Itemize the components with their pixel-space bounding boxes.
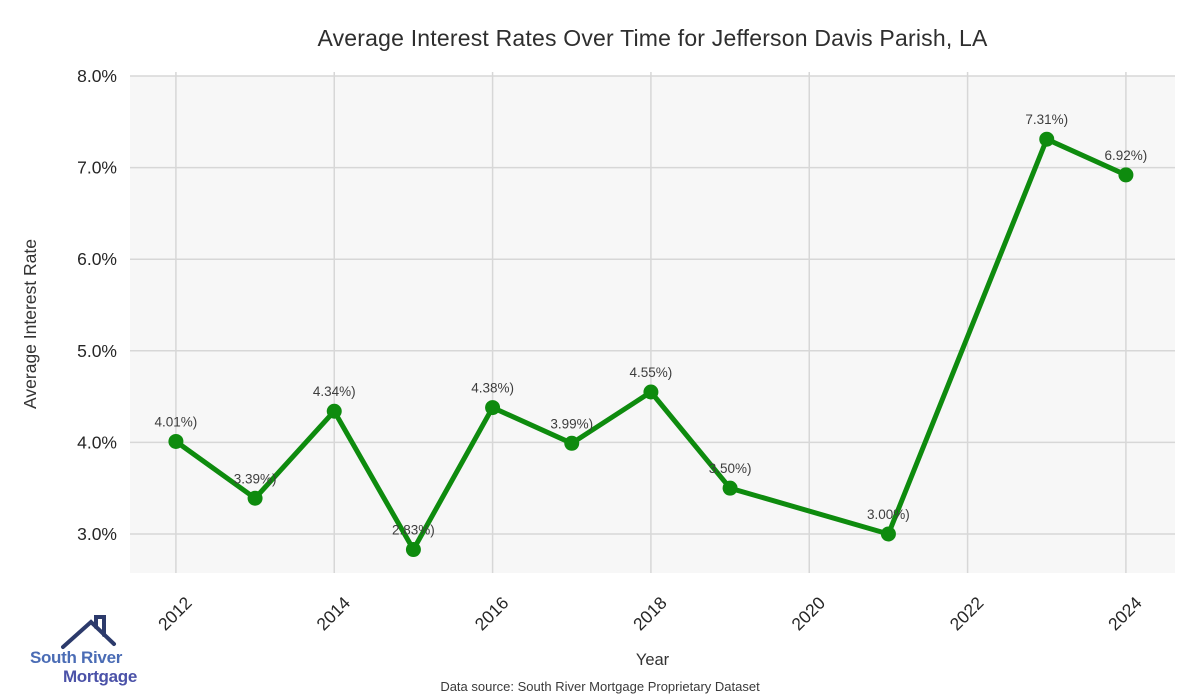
point-label: 3.99%): [550, 416, 593, 431]
data-point: [168, 433, 184, 449]
chart-title: Average Interest Rates Over Time for Jef…: [317, 25, 988, 51]
point-label: 3.00%): [867, 507, 910, 522]
data-source-note: Data source: South River Mortgage Propri…: [440, 679, 760, 694]
y-tick-label: 4.0%: [77, 432, 117, 452]
y-tick-label: 7.0%: [77, 158, 117, 178]
point-label: 4.01%): [155, 414, 198, 429]
x-tick-label: 2014: [312, 593, 354, 635]
data-point: [880, 526, 896, 542]
data-point: [1039, 131, 1055, 147]
south-river-mortgage-logo: South River Mortgage: [18, 606, 148, 698]
point-label: 6.92%): [1105, 148, 1148, 163]
x-tick-label: 2020: [787, 593, 829, 635]
point-label: 4.38%): [471, 381, 514, 396]
logo-text-south-river: South River: [29, 648, 123, 667]
y-tick-label: 5.0%: [77, 341, 117, 361]
plot-background: [130, 76, 1175, 573]
x-tick-label: 2024: [1104, 593, 1146, 635]
y-tick-label: 8.0%: [77, 66, 117, 86]
data-point: [643, 384, 659, 400]
x-tick-label: 2016: [471, 593, 513, 635]
data-point: [564, 435, 580, 451]
data-point: [326, 403, 342, 419]
data-point: [1118, 167, 1134, 183]
x-tick-label: 2018: [629, 593, 671, 635]
y-axis-title: Average Interest Rate: [20, 239, 40, 409]
data-point: [485, 400, 501, 416]
point-label: 7.31%): [1025, 112, 1068, 127]
logo-text-mortgage: Mortgage: [62, 667, 138, 686]
x-tick-label: 2012: [154, 593, 196, 635]
house-roof-icon: [61, 615, 116, 649]
y-tick-label: 6.0%: [77, 249, 117, 269]
x-tick-label: 2022: [946, 593, 988, 635]
x-axis-title: Year: [635, 651, 670, 669]
data-point: [722, 480, 738, 496]
point-label: 4.55%): [630, 365, 673, 380]
point-label: 4.34%): [313, 384, 356, 399]
data-point: [405, 542, 421, 558]
y-tick-label: 3.0%: [77, 524, 117, 544]
point-label: 3.39%): [234, 471, 277, 486]
point-label: 2.83%): [392, 523, 435, 538]
data-point: [247, 490, 263, 506]
point-label: 3.50%): [709, 461, 752, 476]
